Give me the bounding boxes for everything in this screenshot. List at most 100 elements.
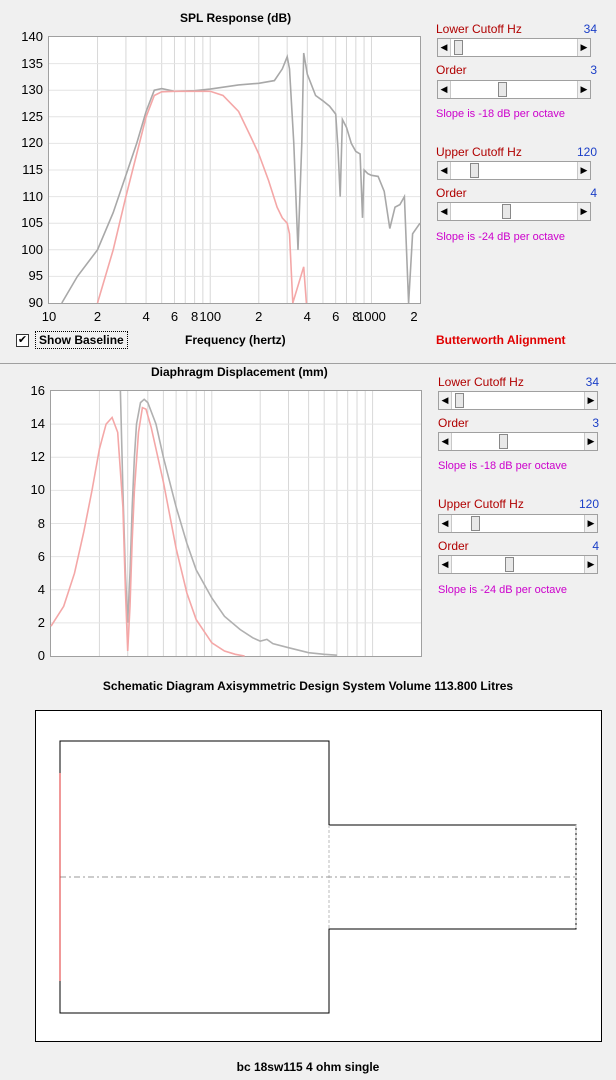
series-line-1 xyxy=(50,406,245,657)
y-tick-label: 130 xyxy=(21,82,43,98)
order-value: 4 xyxy=(592,539,599,553)
slider-left-arrow-icon[interactable]: ◀ xyxy=(438,162,451,179)
x-tick-label: 8 xyxy=(190,309,199,324)
lower-cutoff-slider[interactable]: ◀ ▶ xyxy=(438,391,598,410)
slider-left-arrow-icon[interactable]: ◀ xyxy=(439,515,452,532)
lower-order-slider[interactable]: ◀ ▶ xyxy=(438,432,598,451)
lower-cutoff-label: Lower Cutoff Hz xyxy=(438,375,524,389)
schematic-diagram xyxy=(59,740,577,1014)
spl-chart-svg xyxy=(49,37,421,304)
upper-cutoff-label: Upper Cutoff Hz xyxy=(436,145,522,159)
lower-cutoff-value: 34 xyxy=(583,22,597,36)
slider-right-arrow-icon[interactable]: ▶ xyxy=(577,81,590,98)
lower-order-slider[interactable]: ◀ ▶ xyxy=(437,80,591,99)
y-tick-label: 8 xyxy=(37,515,45,531)
slider-thumb[interactable] xyxy=(498,82,507,97)
x-tick-label: 1000 xyxy=(356,309,386,324)
upper-cutoff-value: 120 xyxy=(576,145,597,159)
y-tick-label: 16 xyxy=(30,383,45,398)
slider-left-arrow-icon[interactable]: ◀ xyxy=(439,433,452,450)
slider-thumb[interactable] xyxy=(499,434,508,449)
slider-thumb[interactable] xyxy=(502,204,511,219)
order-value: 3 xyxy=(592,416,599,430)
y-tick-label: 0 xyxy=(37,648,45,663)
y-tick-label: 95 xyxy=(28,268,43,284)
upper-cutoff-slider[interactable]: ◀ ▶ xyxy=(437,161,591,180)
upper-order-slider[interactable]: ◀ ▶ xyxy=(437,202,591,221)
x-tick-label: 10 xyxy=(41,309,57,324)
y-tick-label: 100 xyxy=(21,241,43,257)
schematic-title: Schematic Diagram Axisymmetric Design Sy… xyxy=(102,679,514,693)
upper-cutoff-label: Upper Cutoff Hz xyxy=(438,497,524,511)
upper-slope-text: Slope is -24 dB per octave xyxy=(438,584,568,596)
slider-left-arrow-icon[interactable]: ◀ xyxy=(438,203,451,220)
lower-slope-text: Slope is -18 dB per octave xyxy=(438,460,568,472)
y-tick-label: 4 xyxy=(37,581,45,597)
y-tick-label: 135 xyxy=(21,55,43,71)
slider-left-arrow-icon[interactable]: ◀ xyxy=(438,81,451,98)
slider-thumb[interactable] xyxy=(471,516,480,531)
schematic-panel xyxy=(35,710,602,1042)
order-label: Order xyxy=(436,63,467,77)
y-tick-label: 140 xyxy=(21,29,43,44)
x-tick-label: 100 xyxy=(199,309,222,324)
slider-right-arrow-icon[interactable]: ▶ xyxy=(584,433,597,450)
show-baseline-checkbox[interactable]: ✔ xyxy=(16,334,29,347)
displacement-plot xyxy=(50,390,422,657)
alignment-label: Butterworth Alignment xyxy=(436,333,566,347)
upper-cutoff-slider[interactable]: ◀ ▶ xyxy=(438,514,598,533)
slider-right-arrow-icon[interactable]: ▶ xyxy=(584,392,597,409)
x-tick-label: 6 xyxy=(170,309,179,324)
driver-name: bc 18sw115 4 ohm single xyxy=(236,1060,380,1074)
y-tick-label: 120 xyxy=(21,135,43,151)
series-line-0 xyxy=(119,390,337,656)
y-tick-label: 6 xyxy=(37,548,45,564)
x-tick-label: 4 xyxy=(142,309,150,324)
slider-right-arrow-icon[interactable]: ▶ xyxy=(577,162,590,179)
y-tick-label: 90 xyxy=(28,295,43,310)
y-tick-label: 14 xyxy=(30,416,45,432)
x-tick-label: 6 xyxy=(332,309,340,324)
lower-cutoff-value: 34 xyxy=(585,375,599,389)
y-tick-label: 115 xyxy=(22,162,43,177)
y-tick-label: 10 xyxy=(30,482,45,498)
upper-cutoff-value: 120 xyxy=(578,497,599,511)
y-tick-label: 2 xyxy=(37,614,45,630)
order-value: 3 xyxy=(590,63,597,77)
series-line-1 xyxy=(96,90,308,304)
slider-right-arrow-icon[interactable]: ▶ xyxy=(577,203,590,220)
slider-right-arrow-icon[interactable]: ▶ xyxy=(584,515,597,532)
slider-left-arrow-icon[interactable]: ◀ xyxy=(439,556,452,573)
upper-order-slider[interactable]: ◀ ▶ xyxy=(438,555,598,574)
slider-right-arrow-icon[interactable]: ▶ xyxy=(584,556,597,573)
slider-thumb[interactable] xyxy=(454,40,463,55)
x-tick-label: 2 xyxy=(410,309,418,324)
slider-thumb[interactable] xyxy=(470,163,479,178)
order-label: Order xyxy=(438,416,469,430)
slider-thumb[interactable] xyxy=(455,393,464,408)
x-tick-label: 2 xyxy=(255,309,263,324)
y-tick-label: 105 xyxy=(21,215,43,231)
upper-slope-text: Slope is -24 dB per octave xyxy=(436,231,566,243)
slider-thumb[interactable] xyxy=(505,557,514,572)
show-baseline-label[interactable]: Show Baseline xyxy=(35,331,128,349)
spl-plot xyxy=(48,36,421,304)
x-tick-label: 8 xyxy=(352,309,360,324)
lower-cutoff-slider[interactable]: ◀ ▶ xyxy=(437,38,591,57)
y-tick-label: 125 xyxy=(21,108,43,124)
displacement-chart-title: Diaphragm Displacement (mm) xyxy=(151,365,328,379)
order-label: Order xyxy=(438,539,469,553)
lower-cutoff-label: Lower Cutoff Hz xyxy=(436,22,522,36)
series-line-0 xyxy=(61,52,421,304)
displacement-chart-svg xyxy=(50,390,421,657)
x-tick-label: 2 xyxy=(93,309,102,324)
spl-x-axis-label: Frequency (hertz) xyxy=(185,333,286,347)
slider-left-arrow-icon[interactable]: ◀ xyxy=(438,39,451,56)
spl-chart-title: SPL Response (dB) xyxy=(180,11,292,25)
enclosure-outline xyxy=(59,740,577,1014)
order-label: Order xyxy=(436,186,467,200)
slider-left-arrow-icon[interactable]: ◀ xyxy=(439,392,452,409)
slider-right-arrow-icon[interactable]: ▶ xyxy=(577,39,590,56)
lower-slope-text: Slope is -18 dB per octave xyxy=(436,108,566,120)
y-tick-label: 110 xyxy=(22,188,43,204)
